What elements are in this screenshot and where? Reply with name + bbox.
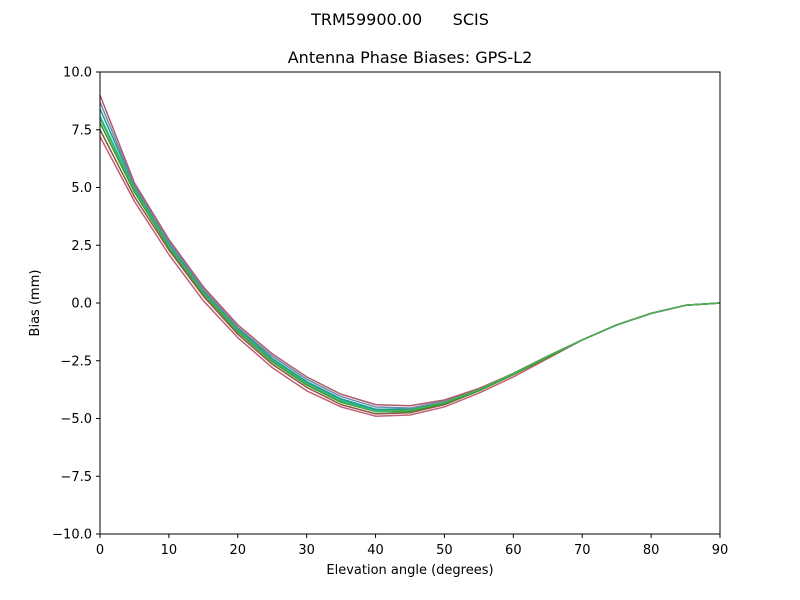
axes-frame [99,71,721,535]
y-tick-label: 2.5 [71,239,92,254]
series-line-4 [99,115,721,412]
x-tick-label: 20 [230,543,247,558]
y-tick-label: 10.0 [63,66,92,81]
series-line-6 [99,101,721,409]
x-tick-label: 80 [643,543,660,558]
x-tick-label: 50 [436,543,453,558]
x-tick-label: 10 [161,543,178,558]
x-tick-label: 0 [96,543,104,558]
series-line-3 [99,122,721,413]
x-axis-ticks: 0 10 20 30 40 50 60 70 80 90 [96,534,728,558]
x-tick-label: 60 [505,543,522,558]
y-tick-label: −10.0 [52,528,92,543]
y-axis-ticks: 10.0 7.5 5.0 2.5 0.0 −2.5 −5.0 −7.5 −10.0 [52,66,100,543]
y-tick-label: −7.5 [60,470,92,485]
series-line-5 [99,108,721,411]
y-tick-label: −5.0 [60,412,92,427]
x-tick-label: 40 [367,543,384,558]
series-line-7 [99,94,721,407]
y-tick-label: 0.0 [71,297,92,312]
figure-suptitle: TRM59900.00 SCIS [311,10,489,29]
x-tick-label: 30 [298,543,315,558]
series-lines [99,94,721,417]
chart-title: Antenna Phase Biases: GPS-L2 [287,48,533,67]
series-line-8 [99,117,721,413]
x-tick-label: 90 [712,543,729,558]
y-axis-label: Bias (mm) [28,270,43,337]
y-tick-label: 7.5 [71,123,92,138]
y-tick-label: −2.5 [60,354,92,369]
x-axis-label: Elevation angle (degrees) [326,563,493,578]
y-tick-label: 5.0 [71,181,92,196]
x-tick-label: 70 [574,543,591,558]
